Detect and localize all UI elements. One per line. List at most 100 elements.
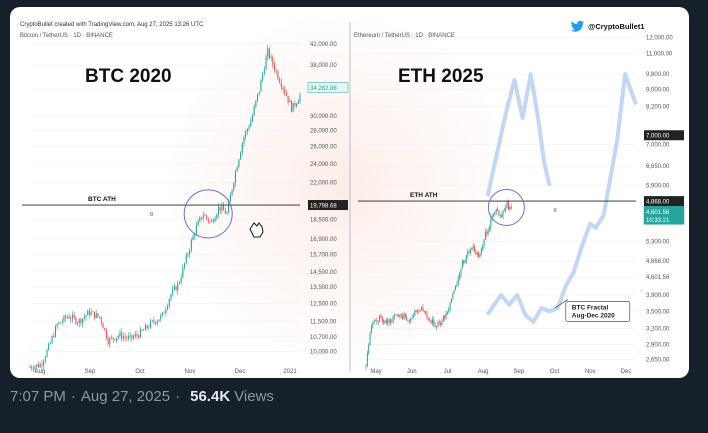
candle-body <box>51 336 53 343</box>
candle-body <box>444 315 446 319</box>
candle-body <box>53 336 55 338</box>
candle-body <box>248 126 250 130</box>
ath-price-tag <box>308 200 348 211</box>
meta-separator: · <box>70 387 76 405</box>
y-tick-label: 24,000.00 <box>310 162 337 168</box>
candle-body <box>503 210 505 212</box>
candle-body <box>478 252 480 257</box>
candle-body <box>258 91 260 95</box>
candle-body <box>61 321 63 323</box>
candle-body <box>505 207 507 211</box>
y-tick-label: 14,500.00 <box>310 270 337 276</box>
candle-body <box>460 268 462 276</box>
candle-body <box>166 305 169 310</box>
candle-body <box>279 78 281 83</box>
candle-body <box>168 299 170 306</box>
candle-body <box>495 209 497 212</box>
candle-body <box>260 80 262 92</box>
candle-body <box>207 218 209 222</box>
candle-body <box>251 115 254 122</box>
candle-body <box>121 332 123 339</box>
candle-body <box>139 329 141 338</box>
candle-body <box>56 324 58 327</box>
candle-body <box>483 239 485 247</box>
candle-body <box>395 314 397 316</box>
candle-body <box>379 315 381 321</box>
candle-body <box>126 337 128 339</box>
candle-body <box>117 335 119 338</box>
eth-symbol-label: Ethereum / TetherUS · 1D · BINANCE <box>354 33 455 39</box>
candle-body <box>440 322 442 325</box>
candle-body <box>175 286 177 291</box>
y-tick-label: 10,000.00 <box>310 349 337 355</box>
candle-body <box>383 320 385 323</box>
views-label: Views <box>234 387 274 405</box>
y-tick-label: 15,700.00 <box>310 253 337 259</box>
candle-body <box>499 215 501 217</box>
candle-body <box>138 335 140 338</box>
candle-body <box>408 320 410 322</box>
post-date[interactable]: Aug 27, 2025 <box>80 387 171 405</box>
candle-body <box>262 73 264 81</box>
candle-body <box>29 367 31 368</box>
candle-body <box>430 320 432 324</box>
y-tick-label: 7,000.00 <box>646 143 670 149</box>
candle-body <box>282 87 284 90</box>
y-tick-label: 12,000.00 <box>646 36 673 42</box>
current-price-value: 34,282.88 <box>310 86 337 92</box>
marker-price-tag <box>644 130 684 141</box>
candle-body <box>431 319 433 324</box>
candle-body <box>459 275 461 278</box>
y-tick-label: 3,500.00 <box>646 309 670 315</box>
current-price-value: 4,601.56 <box>646 210 670 216</box>
candle-body <box>44 357 46 362</box>
btc-title: BTC 2020 <box>85 66 172 87</box>
candle-body <box>407 320 409 322</box>
x-tick-label: Jun <box>407 369 417 375</box>
chart-image-card[interactable]: 42,000.0038,000.0034,000.0030,000.0028,0… <box>10 7 689 378</box>
candle-body <box>415 310 417 312</box>
candle-body <box>510 206 512 210</box>
candle-body <box>238 159 240 168</box>
candle-body <box>82 318 84 324</box>
candle-body <box>479 254 481 257</box>
x-tick-label: Sep <box>514 369 525 375</box>
candle-body <box>456 284 458 286</box>
candle-body <box>490 219 492 228</box>
candle-body <box>471 248 473 250</box>
candle-body <box>487 228 489 234</box>
candle-body <box>105 329 107 339</box>
candle-body <box>217 206 220 215</box>
candle-body <box>87 310 89 316</box>
candle-body <box>49 342 51 345</box>
candle-body <box>426 313 428 319</box>
candle-body <box>129 335 131 337</box>
candle-body <box>114 339 116 341</box>
post-time[interactable]: 7:07 PM <box>10 387 66 405</box>
y-tick-label: 16,900.00 <box>310 237 337 243</box>
candle-body <box>224 210 226 214</box>
candle-body <box>272 56 274 65</box>
candle-body <box>422 307 424 312</box>
candle-body <box>380 315 382 318</box>
candle-body <box>182 267 184 278</box>
btc-fractal-line <box>485 72 638 324</box>
candle-body <box>369 332 371 346</box>
candle-body <box>250 121 252 127</box>
candle-body <box>280 82 282 88</box>
candle-body <box>73 314 75 318</box>
candle-body <box>243 137 245 144</box>
candle-body <box>427 318 429 321</box>
y-tick-label: 3,900.00 <box>646 293 670 299</box>
candle-body <box>273 64 276 71</box>
candle-body <box>419 309 421 311</box>
candle-body <box>277 71 279 79</box>
meta-separator-2: · <box>175 387 181 405</box>
candle-body <box>163 312 165 314</box>
y-tick-label: 11,000.00 <box>646 51 673 57</box>
candle-body <box>388 319 390 323</box>
candle-body <box>75 317 77 324</box>
candle-body <box>438 322 440 323</box>
candle-body <box>509 206 511 210</box>
y-tick-label: 18,500.00 <box>310 218 337 224</box>
